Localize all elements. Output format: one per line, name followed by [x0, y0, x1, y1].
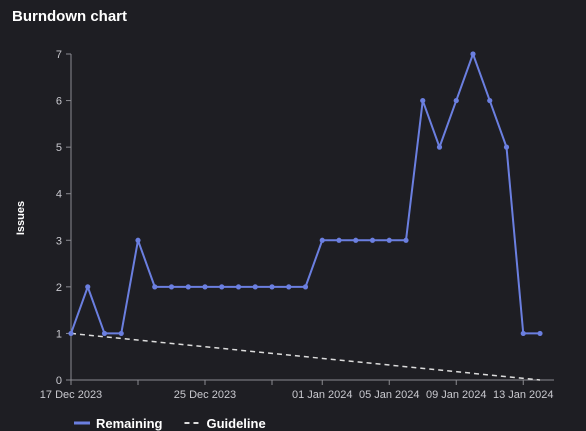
legend-item-remaining: Remaining [74, 416, 163, 431]
x-tick-label: 25 Dec 2023 [174, 389, 236, 401]
remaining-series-line [70, 53, 540, 335]
remaining-point [353, 237, 359, 243]
remaining-point [135, 237, 141, 243]
remaining-point [269, 284, 275, 290]
remaining-point [101, 330, 108, 337]
y-tick-label: 3 [56, 235, 62, 247]
remaining-point [403, 237, 409, 243]
chart-title: Burndown chart [12, 8, 127, 25]
x-tick-label: 05 Jan 2024 [359, 389, 420, 401]
y-tick-label: 7 [56, 49, 62, 61]
remaining-point [470, 51, 476, 57]
remaining-point [302, 284, 309, 290]
remaining-point [286, 284, 292, 290]
y-tick-label: 2 [56, 282, 62, 294]
x-tick-label: 17 Dec 2023 [40, 389, 102, 401]
remaining-point [68, 330, 74, 337]
remaining-point [487, 97, 493, 104]
remaining-point [503, 144, 510, 150]
axes: 0 1 2 3 4 5 6 7 17 Dec 2023 25 Dec 2023 01 Jan 202… [40, 49, 554, 401]
remaining-point [235, 284, 242, 290]
y-tick-label: 6 [56, 96, 62, 108]
remaining-point [436, 144, 443, 150]
legend-label: Guideline [206, 416, 265, 431]
x-tick-label: 01 Jan 2024 [292, 389, 353, 401]
remaining-point [152, 284, 158, 290]
x-tick-label: 13 Jan 2024 [493, 389, 554, 401]
series-layer [68, 51, 543, 381]
remaining-point [537, 330, 543, 337]
remaining-point [336, 237, 342, 243]
legend-label: Remaining [96, 416, 163, 431]
remaining-point [386, 237, 392, 243]
y-axis-title: Issues [15, 201, 27, 235]
remaining-point [369, 237, 376, 243]
remaining-point [319, 237, 325, 243]
remaining-point [118, 330, 124, 337]
y-tick-label: 5 [56, 142, 62, 154]
remaining-point [420, 97, 426, 104]
remaining-point [85, 284, 91, 290]
legend-item-guideline: Guideline [184, 416, 266, 431]
remaining-point [219, 284, 225, 290]
remaining-point [168, 284, 175, 290]
remaining-point [185, 284, 191, 290]
legend: Remaining Guideline [74, 416, 266, 431]
remaining-point [453, 97, 459, 104]
remaining-point [202, 284, 208, 290]
y-tick-label: 0 [56, 375, 62, 387]
y-tick-label: 1 [56, 328, 62, 340]
guideline-series-line [70, 332, 541, 381]
remaining-point [520, 330, 526, 337]
x-tick-label: 09 Jan 2024 [426, 389, 487, 401]
remaining-point [252, 284, 258, 290]
y-tick-label: 4 [56, 189, 62, 201]
